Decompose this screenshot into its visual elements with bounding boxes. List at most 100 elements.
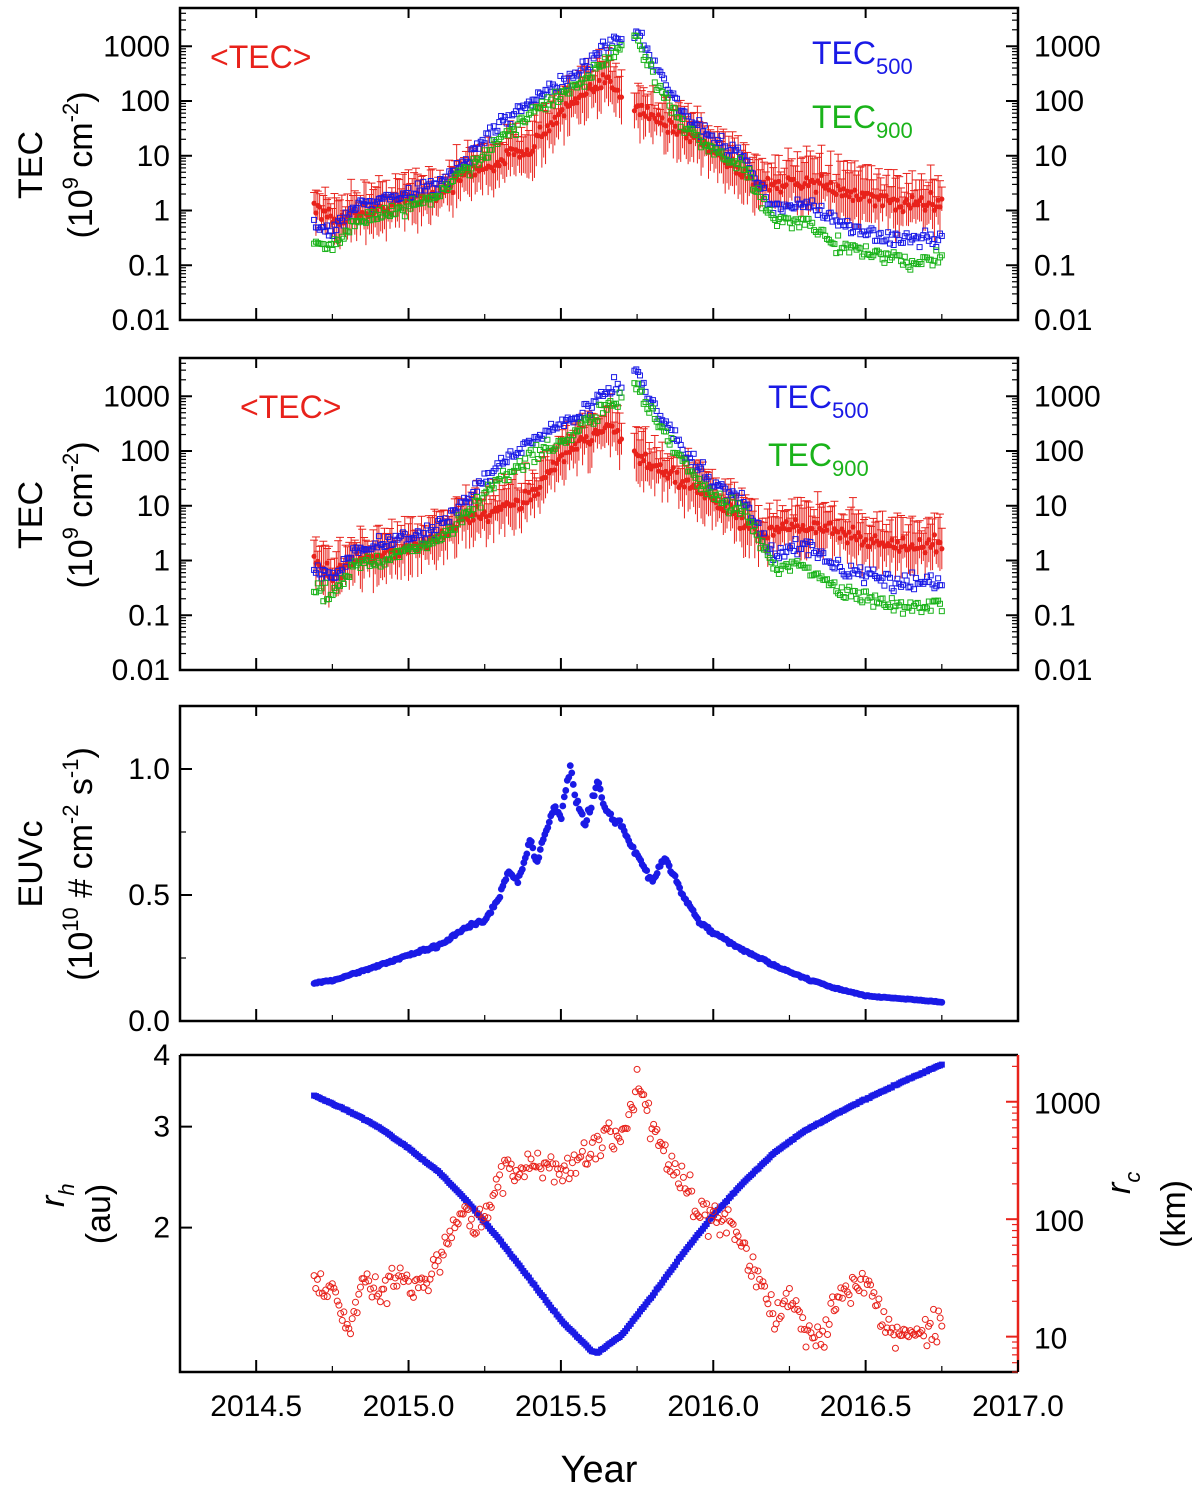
tec900-point bbox=[322, 579, 329, 586]
tec500-point bbox=[922, 227, 929, 234]
rc-point bbox=[713, 1219, 721, 1227]
tec900-point bbox=[416, 200, 423, 207]
tec900-point bbox=[898, 599, 905, 606]
rc-point bbox=[630, 1106, 638, 1114]
euvc-frame bbox=[178, 704, 1020, 1023]
tec-top-legend-900-sub: 900 bbox=[876, 118, 913, 143]
rc-point bbox=[497, 1162, 505, 1170]
ytick-label-right: 0.1 bbox=[1034, 599, 1076, 632]
mean-tec-point bbox=[583, 91, 589, 97]
tec900-point bbox=[842, 240, 849, 247]
tec900-point bbox=[672, 105, 679, 112]
tec900-point bbox=[470, 155, 477, 162]
rc-point bbox=[867, 1281, 875, 1289]
tec500-point bbox=[853, 567, 860, 574]
tec500-point bbox=[929, 241, 936, 248]
tec900-point bbox=[551, 445, 558, 452]
mean-tec-point bbox=[520, 499, 526, 506]
rc-point bbox=[832, 1305, 840, 1313]
ytick-label-right: 100 bbox=[1034, 85, 1084, 118]
rc-point bbox=[454, 1220, 462, 1228]
rc-point bbox=[335, 1301, 343, 1309]
tec500-point bbox=[401, 191, 408, 198]
tec900-point bbox=[679, 115, 686, 122]
tec900-point bbox=[533, 441, 540, 448]
tec900-point bbox=[755, 536, 762, 543]
tec500-point bbox=[568, 416, 575, 423]
tec500-point bbox=[333, 227, 340, 234]
ytick-label-left: 0.01 bbox=[112, 304, 170, 337]
rc-point bbox=[416, 1275, 424, 1283]
tec500-point bbox=[927, 572, 934, 579]
rc-point bbox=[332, 1288, 340, 1296]
tec500-point bbox=[520, 440, 527, 447]
mean-tec-point bbox=[872, 533, 878, 539]
tec900-point bbox=[772, 560, 779, 567]
tec500-point bbox=[846, 222, 853, 229]
tec500-point bbox=[468, 146, 475, 153]
tec900-point bbox=[751, 522, 758, 529]
tec500-point bbox=[770, 210, 777, 217]
tec500-point bbox=[696, 117, 703, 124]
rc-point bbox=[431, 1262, 439, 1270]
tec900-point bbox=[912, 600, 919, 607]
tec-mid-legend-500: TEC500 bbox=[768, 379, 869, 423]
rc-point bbox=[388, 1264, 396, 1272]
mean-tec-point bbox=[457, 177, 463, 184]
tec500-point bbox=[503, 120, 510, 127]
mean-tec-point bbox=[915, 202, 921, 208]
tec900-point bbox=[551, 88, 558, 95]
tec900-point bbox=[853, 595, 860, 602]
tec500-point bbox=[799, 204, 806, 211]
rc-point bbox=[393, 1282, 401, 1290]
rc-point bbox=[597, 1152, 605, 1160]
tec500-point bbox=[325, 232, 332, 239]
mean-tec-point bbox=[889, 537, 895, 543]
rc-point bbox=[587, 1150, 595, 1158]
ytick-label-right: 1000 bbox=[1034, 1088, 1101, 1121]
rc-point bbox=[684, 1187, 692, 1195]
rc-point bbox=[805, 1322, 813, 1330]
tec900-point bbox=[535, 455, 542, 462]
tec900-point bbox=[570, 81, 577, 88]
tec900-point bbox=[562, 87, 569, 94]
rc-point bbox=[865, 1277, 873, 1285]
mean-tec-point bbox=[502, 161, 508, 167]
mean-tec-point bbox=[778, 526, 784, 532]
euvc-ylabel-2c: # cm bbox=[62, 824, 100, 907]
tec900-point bbox=[899, 610, 906, 617]
euvc-point bbox=[578, 810, 586, 818]
rc-point bbox=[351, 1298, 359, 1306]
tec500-point bbox=[485, 470, 492, 477]
euvc-point bbox=[562, 787, 570, 794]
tec500-point bbox=[883, 236, 890, 243]
mean-tec-point bbox=[318, 216, 325, 223]
tec900-point bbox=[524, 463, 531, 470]
tec900-point bbox=[596, 63, 603, 70]
tec500-point bbox=[399, 529, 406, 536]
tec500-point bbox=[744, 157, 751, 164]
mean-tec-point bbox=[639, 453, 645, 459]
tec500-point bbox=[598, 42, 605, 49]
tec-top-ylabel-2a: (10 bbox=[62, 189, 100, 238]
euvc-point bbox=[514, 879, 522, 887]
mean-tec-point bbox=[920, 544, 926, 550]
mean-tec-point bbox=[583, 433, 589, 440]
tec500-point bbox=[849, 229, 856, 236]
tec500-point bbox=[775, 555, 782, 562]
tec900-point bbox=[759, 538, 766, 545]
tec500-point bbox=[433, 181, 440, 188]
mean-tec-point bbox=[800, 522, 806, 529]
tec900-point bbox=[833, 250, 840, 257]
rc-point bbox=[356, 1283, 364, 1291]
mean-tec-point bbox=[872, 203, 878, 209]
mean-tec-point bbox=[794, 523, 800, 529]
tec500-point bbox=[679, 107, 686, 114]
rc-point bbox=[903, 1332, 911, 1340]
tec500-point bbox=[544, 427, 551, 434]
tec900-point bbox=[703, 141, 710, 148]
tec900-point bbox=[748, 174, 755, 181]
rc-point bbox=[860, 1289, 868, 1297]
xtick-label: 2015.0 bbox=[363, 1390, 455, 1423]
euvc-point bbox=[676, 884, 684, 892]
